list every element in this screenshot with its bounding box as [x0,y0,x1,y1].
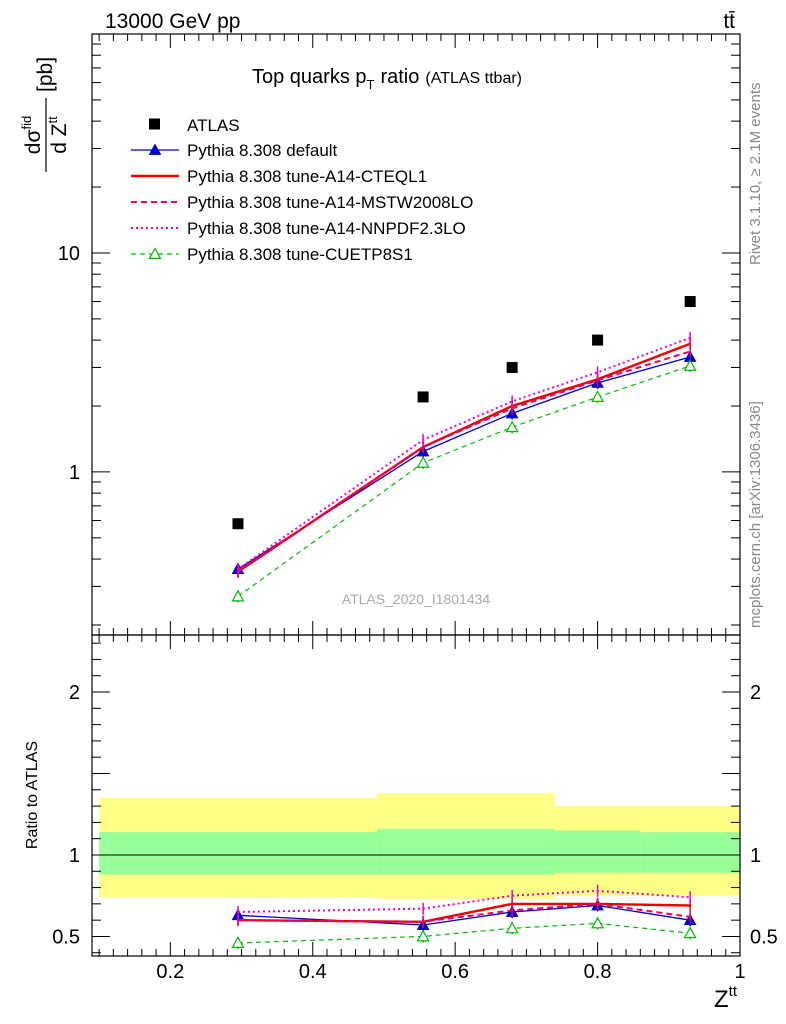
x-axis-label-main: Z [714,986,729,1013]
main-series-point-4-4 [683,359,697,371]
ratio-series-point-4-4 [683,926,697,939]
data-point-0 [232,518,244,530]
ratio-ytick-label-right-2: 2 [750,682,761,704]
legend-label-3: Pythia 8.308 tune-A14-NNPDF2.3LO [187,219,466,238]
main-series-line-4 [237,365,691,597]
x-axis-label: Ztt [714,983,738,1013]
ratio-series-point-4-1 [416,929,430,942]
chart-title-suffix: ratio [380,66,419,88]
chart-title-sub: T [367,77,375,92]
data-point-1 [417,391,429,403]
ratio-series-line-4 [237,922,691,944]
legend-label-0: Pythia 8.308 default [187,141,338,160]
main-ylabel: dσfid d Ztt [pb] [19,57,71,172]
ratio-frame [91,634,741,957]
chart-title-tag: (ATLAS ttbar) [425,70,522,87]
legend-marker-data [149,118,160,130]
ratio-band-inner-2 [554,830,641,873]
legend: ATLAS Pythia 8.308 default Pythia 8.308 tu… [131,116,473,264]
chart-title-main: Top quarks p [252,66,367,88]
svg-text:[pb]: [pb] [34,57,57,92]
process-label: tt̄ [723,10,735,33]
ratio-ytick-label-left-0: 0.5 [52,926,80,948]
analysis-label: ATLAS_2020_I1801434 [342,591,491,607]
ratio-band-inner-0 [99,832,377,875]
ratio-series-point-4-0 [231,936,245,948]
main-ytick-label-1: 10 [58,243,80,265]
legend-label-4: Pythia 8.308 tune-CUETP8S1 [187,245,413,264]
svg-text:dσfid: dσfid [19,116,45,154]
x-axis-label-sup: tt [729,983,738,1000]
ratio-ytick-label-right-1: 1 [750,845,761,867]
x-tick-label-2: 0.6 [441,961,469,983]
ratio-series-line-0 [237,904,691,926]
data-point-2 [506,361,518,373]
x-tick-label-4: 1 [734,961,745,983]
main-series-line-0 [237,356,691,570]
legend-label-1: Pythia 8.308 tune-A14-CTEQL1 [187,167,427,186]
ratio-ylabel: Ratio to ATLAS [24,741,41,849]
ratio-ytick-label-right-0: 0.5 [750,926,778,948]
mcplots-label: mcplots.cern.ch [arXiv:1306.3436] [747,401,764,628]
legend-label-data: ATLAS [187,116,240,135]
legend-label-2: Pythia 8.308 tune-A14-MSTW2008LO [187,193,473,212]
ratio-ytick-label-left-1: 1 [69,845,80,867]
data-point-4 [684,296,696,308]
rivet-label: Rivet 3.1.10, ≥ 2.1M events [747,83,764,266]
legend-marker-0 [148,143,162,155]
ratio-ytick-label-left-2: 2 [69,682,80,704]
ratio-series-point-4-2 [505,921,519,934]
main-series-point-4-3 [591,390,605,402]
svg-text:d Ztt: d Ztt [45,116,71,154]
legend-marker-4 [148,247,162,259]
x-tick-label-3: 0.8 [584,961,612,983]
ratio-band-inner-3 [640,832,740,873]
energy-label: 13000 GeV pp [105,10,240,33]
x-tick-label-0: 0.2 [156,961,184,983]
ratio-panel: 0.5 0.51 12 2 0.2 0.4 0.6 0.8 1 [52,634,778,983]
x-tick-label-1: 0.4 [299,961,327,983]
main-ytick-label-0: 1 [69,462,80,484]
main-series-point-4-1 [416,456,430,468]
ratio-series-point-4-3 [591,916,605,929]
main-series-line-1 [237,342,691,573]
main-series-line-3 [237,336,691,570]
ratio-band-inner-1 [376,828,555,875]
chart-title: Top quarks pT ratio (ATLAS ttbar) [252,66,522,92]
main-series-point-4-2 [505,420,519,433]
data-point-3 [592,334,604,346]
main-series-line-2 [237,350,691,573]
main-panel: 1 10 [58,33,741,636]
main-series-point-4-0 [231,589,245,602]
